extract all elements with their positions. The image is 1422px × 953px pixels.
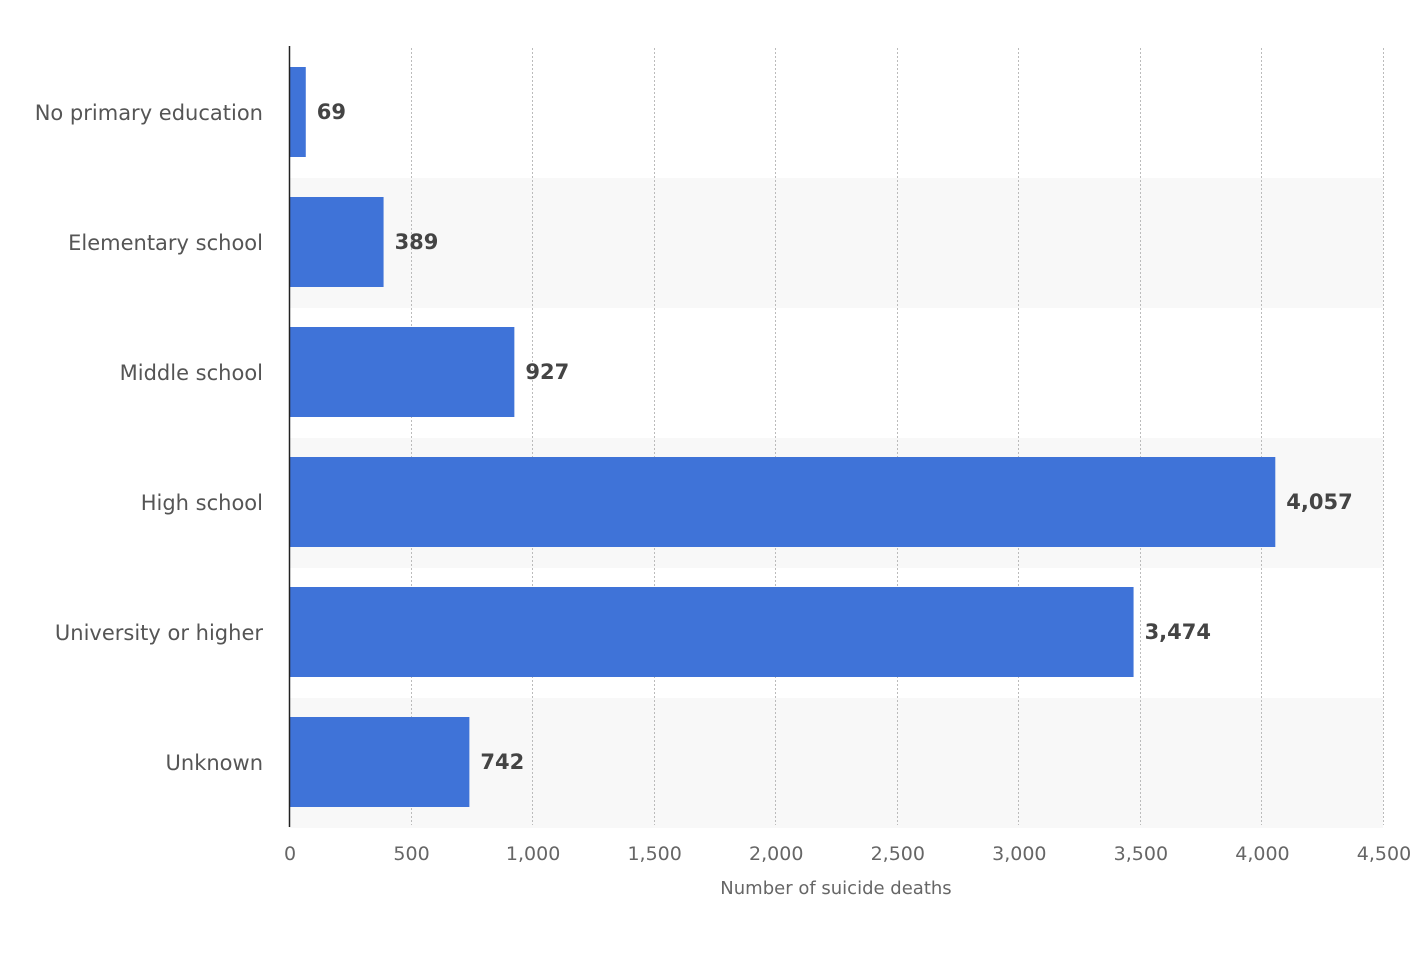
value-label: 927 xyxy=(525,360,569,384)
category-label: High school xyxy=(141,491,263,515)
bar xyxy=(289,327,515,417)
bar xyxy=(289,457,1276,547)
category-labels: No primary education Elementary school Mid… xyxy=(35,101,264,775)
x-tick-label: 2,000 xyxy=(749,843,803,865)
value-label: 4,057 xyxy=(1286,490,1352,514)
x-tick-label: 500 xyxy=(393,843,429,865)
value-label: 3,474 xyxy=(1145,620,1211,644)
x-tick-label: 4,000 xyxy=(1235,843,1289,865)
x-tick-label: 1,000 xyxy=(506,843,560,865)
grid-lines xyxy=(411,48,1384,825)
bar xyxy=(289,717,470,807)
bars xyxy=(289,67,1276,807)
x-tick-label: 3,000 xyxy=(992,843,1046,865)
value-label: 389 xyxy=(395,230,439,254)
x-tick-label: 1,500 xyxy=(627,843,681,865)
value-label: 742 xyxy=(480,750,524,774)
value-label: 69 xyxy=(317,100,346,124)
x-tick-label: 2,500 xyxy=(871,843,925,865)
value-labels: 69 389 927 4,057 3,474 742 xyxy=(317,100,1353,774)
category-label: University or higher xyxy=(55,621,263,645)
category-label: Middle school xyxy=(120,361,263,385)
x-tick-label: 3,500 xyxy=(1114,843,1168,865)
bar xyxy=(289,67,306,157)
category-label: No primary education xyxy=(35,101,263,125)
x-tick-label: 4,500 xyxy=(1357,843,1411,865)
bar xyxy=(289,587,1134,677)
x-tick-label: 0 xyxy=(284,843,296,865)
row-band xyxy=(289,698,1383,828)
x-tick-labels: 0 500 1,000 1,500 2,000 2,500 3,000 3,500 4,000 4… xyxy=(284,843,1411,865)
bar xyxy=(289,197,384,287)
category-label: Elementary school xyxy=(68,231,263,255)
x-axis-title: Number of suicide deaths xyxy=(720,878,951,899)
row-band xyxy=(289,178,1383,308)
category-label: Unknown xyxy=(166,751,263,775)
